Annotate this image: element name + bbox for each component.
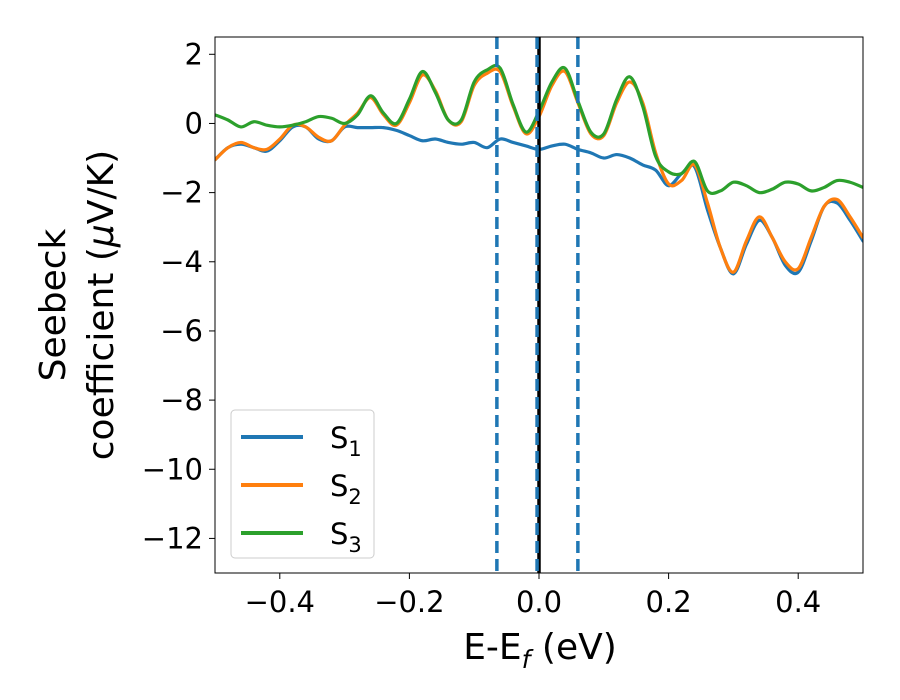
- axes: −0.4 −0.2 0.0 0.2 0.4 2 0 −2 −4 −6 −8 −10 −12: [142, 36, 864, 619]
- y-tick-label: −2: [160, 176, 203, 210]
- y-axis-title-line1: Seebeck: [33, 228, 74, 381]
- y-tick-label: 2: [185, 37, 203, 71]
- y-axis-title-line2: coefficient (μV/K): [81, 150, 122, 460]
- y-tick-label: −6: [160, 314, 203, 348]
- legend-label-s3: S3: [330, 517, 362, 557]
- legend-label-s1: S1: [330, 421, 362, 461]
- x-tick-label: 0.4: [775, 585, 821, 619]
- x-tick-label: 0.2: [646, 585, 692, 619]
- y-tick-label: −12: [142, 521, 203, 555]
- x-axis-title: E-Ef (eV): [463, 627, 617, 674]
- x-tick-label: −0.4: [245, 585, 315, 619]
- y-tick-label: −8: [160, 383, 203, 417]
- legend: S1 S2 S3: [230, 409, 375, 559]
- vertical-reference-lines: [495, 37, 580, 573]
- y-tick-label: 0: [185, 106, 203, 140]
- x-tick-label: −0.2: [374, 585, 444, 619]
- legend-label-s2: S2: [330, 469, 362, 509]
- y-tick-label: −10: [142, 452, 203, 486]
- x-tick-label: 0.0: [516, 585, 562, 619]
- y-tick-label: −4: [160, 245, 203, 279]
